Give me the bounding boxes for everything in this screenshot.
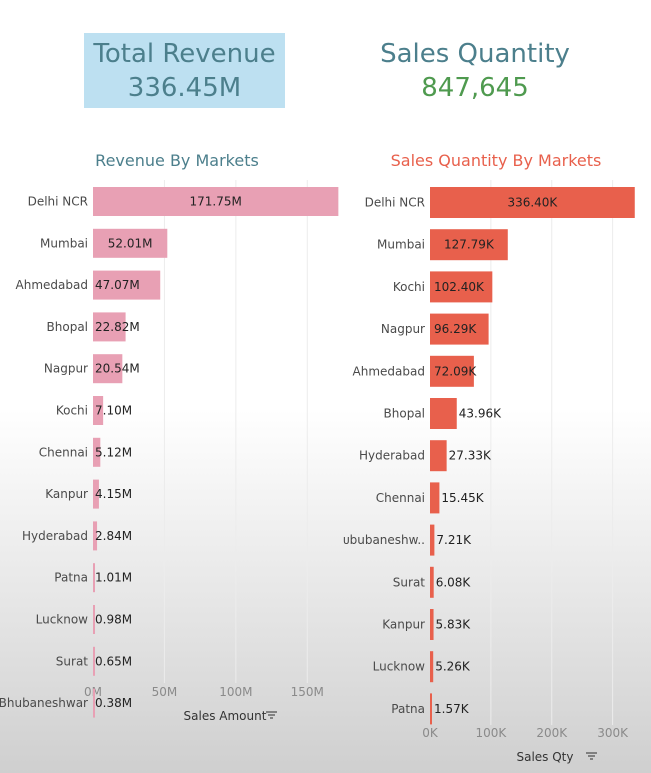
- revenue-bar-12: [93, 688, 95, 718]
- revenue-category-label: Chennai: [39, 445, 88, 459]
- revenue-category-label: Bhopal: [47, 320, 88, 334]
- quantity-chart-title: Sales Quantity By Markets: [391, 151, 602, 170]
- quantity-value-label: 6.08K: [436, 575, 472, 589]
- total-revenue-value: 336.45M: [127, 73, 242, 103]
- quantity-bar-1: [430, 229, 508, 261]
- quantity-value-label: 127.79K: [444, 238, 495, 252]
- sales-quantity-value: 847,645: [421, 73, 529, 103]
- quantity-x-axis-title: Sales Qty: [516, 750, 573, 764]
- quantity-category-label: ᴜbubaneshw..: [343, 533, 425, 547]
- quantity-category-label: Kanpur: [382, 618, 425, 632]
- quantity-bar-5: [430, 398, 457, 429]
- quantity-x-tick-label: 200K: [536, 726, 568, 740]
- quantity-value-label: 72.09K: [434, 364, 477, 378]
- revenue-value-label: 0.65M: [95, 654, 132, 668]
- quantity-bar-4: [430, 355, 474, 387]
- quantity-value-label: 5.26K: [435, 660, 471, 674]
- revenue-bar-11: [93, 646, 95, 676]
- quantity-bar-7: [430, 482, 440, 514]
- revenue-value-label: 171.75M: [190, 195, 242, 209]
- quantity-value-label: 27.33K: [449, 449, 492, 463]
- revenue-category-label: Lucknow: [36, 613, 89, 627]
- revenue-category-label: Surat: [56, 654, 89, 668]
- quantity-value-label: 1.57K: [434, 702, 470, 716]
- quantity-bar-3: [430, 313, 489, 345]
- quantity-category-label: Patna: [391, 702, 425, 716]
- revenue-value-label: 5.12M: [95, 445, 132, 459]
- revenue-category-label: Kochi: [56, 404, 88, 418]
- revenue-value-label: 4.15M: [95, 487, 132, 501]
- quantity-bar-12: [430, 693, 432, 725]
- sales-quantity-label: Sales Quantity: [380, 39, 570, 69]
- quantity-category-label: Ahmedabad: [353, 364, 425, 378]
- revenue-bar-10: [93, 605, 95, 634]
- quantity-bar-9: [430, 566, 434, 598]
- revenue-category-label: Mumbai: [40, 236, 88, 250]
- total-revenue-label: Total Revenue: [93, 39, 276, 69]
- quantity-bar-10: [430, 609, 434, 640]
- revenue-x-tick-label: 150M: [291, 685, 324, 699]
- revenue-category-label: Bhubaneshwar: [0, 696, 88, 710]
- quantity-value-label: 336.40K: [507, 196, 558, 210]
- revenue-category-label: Delhi NCR: [28, 195, 88, 209]
- quantity-category-label: Hyderabad: [359, 449, 425, 463]
- revenue-value-label: 22.82M: [95, 320, 140, 334]
- revenue-value-label: 0.98M: [95, 613, 132, 627]
- quantity-x-tick-label: 100K: [475, 726, 507, 740]
- quantity-category-label: Surat: [393, 575, 426, 589]
- revenue-bar-9: [93, 563, 95, 593]
- revenue-bar-3: [93, 312, 126, 342]
- quantity-bar-2: [430, 271, 493, 303]
- revenue-bar-8: [93, 521, 98, 551]
- revenue-category-label: Nagpur: [44, 362, 88, 376]
- quantity-category-label: Delhi NCR: [365, 196, 425, 210]
- revenue-category-label: Patna: [54, 571, 88, 585]
- revenue-x-tick-label: 100M: [219, 685, 252, 699]
- revenue-bar-7: [93, 479, 99, 509]
- quantity-category-label: Chennai: [376, 491, 425, 505]
- revenue-bar-6: [93, 437, 101, 467]
- revenue-value-label: 20.54M: [95, 362, 140, 376]
- revenue-bar-1: [93, 228, 168, 258]
- revenue-bar-4: [93, 354, 123, 384]
- revenue-value-label: 52.01M: [108, 236, 153, 250]
- quantity-bar-11: [430, 651, 434, 683]
- revenue-chart-title: Revenue By Markets: [95, 151, 259, 170]
- revenue-value-label: 1.01M: [95, 571, 132, 585]
- quantity-value-label: 7.21K: [436, 533, 472, 547]
- revenue-value-label: 2.84M: [95, 529, 132, 543]
- revenue-category-label: Kanpur: [45, 487, 88, 501]
- quantity-category-label: Kochi: [393, 280, 425, 294]
- quantity-bar-8: [430, 524, 435, 556]
- revenue-bar-0: [93, 187, 339, 216]
- revenue-value-label: 47.07M: [95, 278, 140, 292]
- revenue-bar-5: [93, 396, 104, 425]
- sales-quantity-card: Sales Quantity 847,645: [365, 33, 585, 108]
- revenue-category-label: Hyderabad: [22, 529, 88, 543]
- quantity-bar-6: [430, 440, 447, 472]
- quantity-bar-0: [430, 187, 635, 218]
- quantity-value-label: 5.83K: [436, 618, 472, 632]
- revenue-value-label: 7.10M: [95, 404, 132, 418]
- quantity-x-tick-label: 0K: [422, 726, 439, 740]
- quantity-category-label: Mumbai: [377, 238, 425, 252]
- revenue-x-tick-label: 50M: [152, 685, 178, 699]
- quantity-value-label: 15.45K: [441, 491, 484, 505]
- quantity-value-label: 43.96K: [459, 407, 502, 421]
- quantity-x-tick-label: 300K: [597, 726, 629, 740]
- quantity-value-label: 102.40K: [434, 280, 485, 294]
- total-revenue-card: Total Revenue 336.45M: [84, 33, 285, 108]
- quantity-value-label: 96.29K: [434, 322, 477, 336]
- revenue-bar-2: [93, 270, 161, 300]
- revenue-category-label: Ahmedabad: [16, 278, 88, 292]
- quantity-category-label: Lucknow: [373, 660, 426, 674]
- revenue-value-label: 0.38M: [95, 696, 132, 710]
- quantity-category-label: Bhopal: [384, 407, 425, 421]
- quantity-category-label: Nagpur: [381, 322, 425, 336]
- revenue-x-axis-title: Sales Amount: [184, 709, 267, 723]
